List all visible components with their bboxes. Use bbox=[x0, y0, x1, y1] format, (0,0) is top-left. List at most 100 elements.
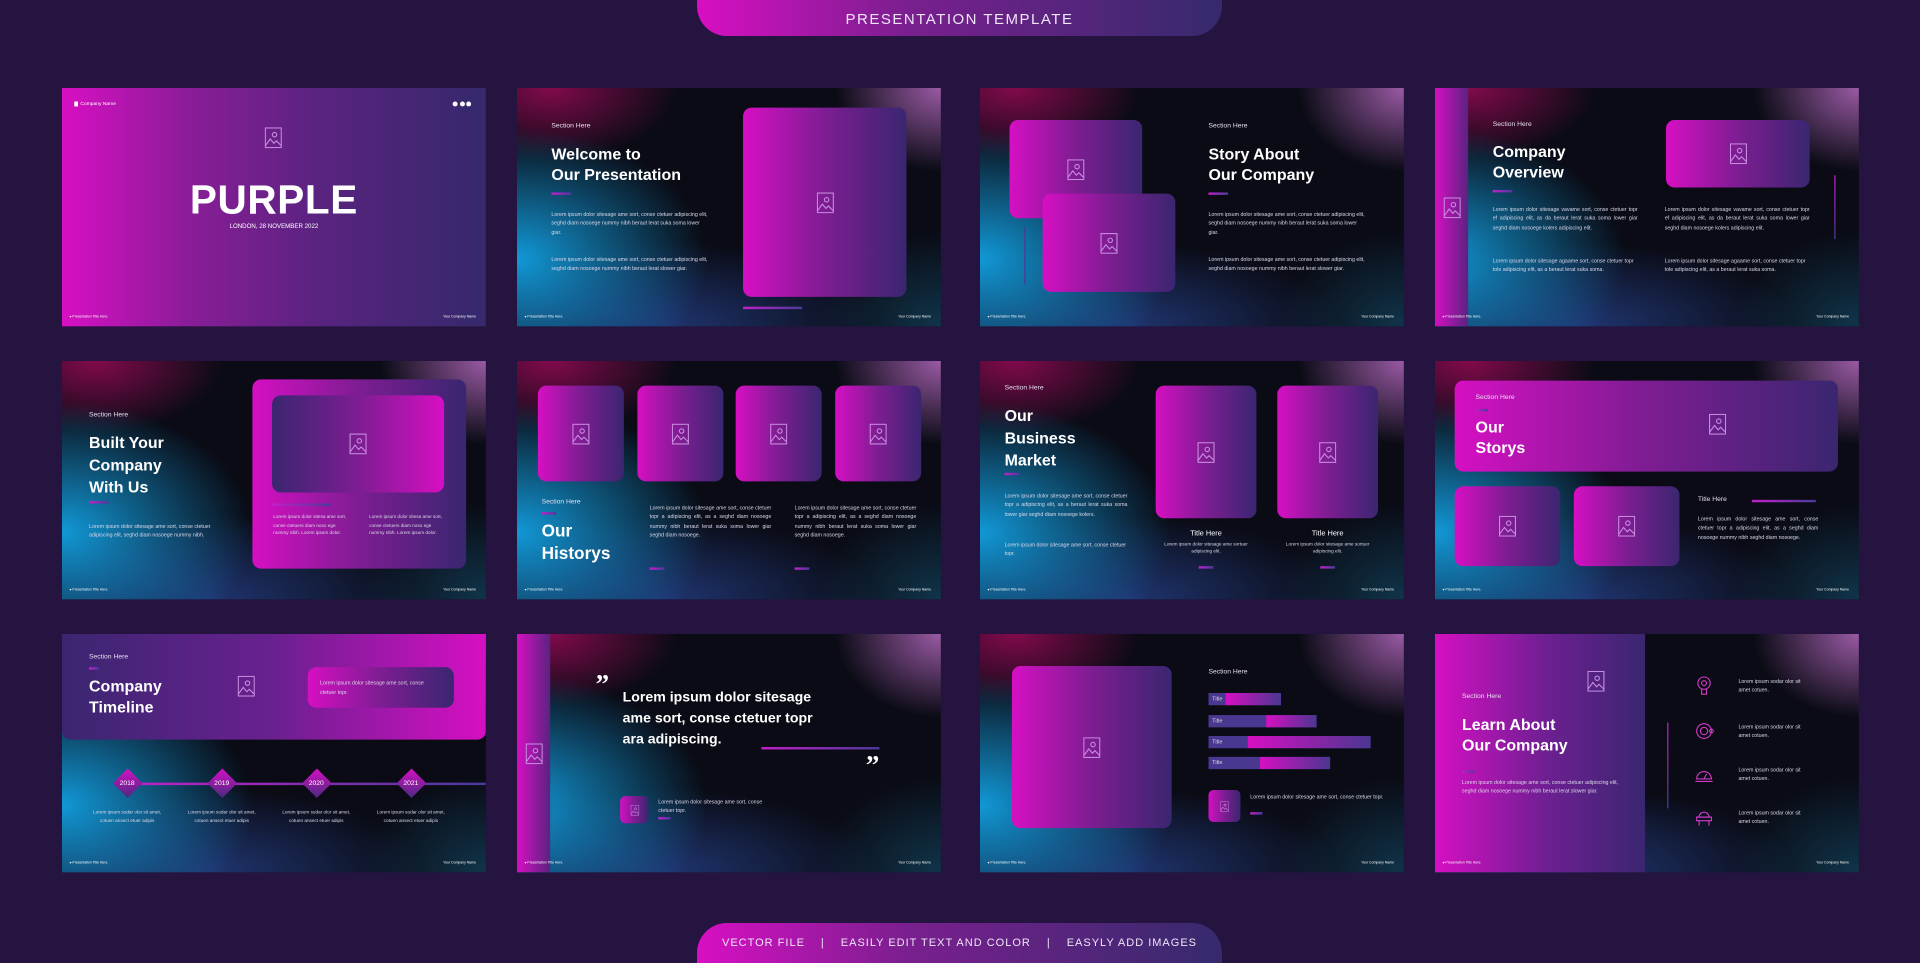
section-label: Section Here bbox=[551, 122, 591, 130]
slide-quote[interactable]: ” Lorem ipsum dolor sitesage ame sort, co… bbox=[517, 634, 941, 873]
slide-welcome[interactable]: Section Here Welcome to Our Presentation … bbox=[517, 88, 941, 327]
progress-fill bbox=[1260, 756, 1331, 770]
slide-timeline[interactable]: Section Here Company Timeline Lorem ipsum… bbox=[62, 634, 486, 873]
image-placeholder-icon bbox=[869, 423, 887, 444]
slide-storys[interactable]: Section Here Our Storys Title Here Lorem … bbox=[1435, 361, 1859, 600]
paragraph: Lorem ipsum dolor sitesage ame sort, con… bbox=[1462, 778, 1619, 795]
year-label: 2021 bbox=[403, 780, 419, 788]
bar-label: Title bbox=[1212, 717, 1223, 724]
divider bbox=[761, 747, 880, 749]
footer-right: Your Company Name bbox=[443, 314, 477, 319]
image-card[interactable] bbox=[620, 796, 649, 824]
content-card: Lorem ipsum dolor sitesa ame sort, conse… bbox=[252, 379, 467, 569]
progress-fill bbox=[1266, 715, 1318, 728]
image-card[interactable] bbox=[1011, 665, 1172, 829]
header-title: PRESENTATION TEMPLATE bbox=[845, 10, 1074, 28]
footer-left: ● Presentation Title Here. bbox=[1442, 314, 1482, 319]
slide-title: Our Storys bbox=[1475, 417, 1526, 457]
image-placeholder-icon bbox=[1083, 736, 1101, 758]
image-card[interactable] bbox=[537, 385, 624, 482]
divider bbox=[1250, 812, 1263, 814]
image-placeholder-icon bbox=[630, 804, 639, 815]
divider bbox=[1834, 175, 1836, 240]
image-placeholder-icon[interactable] bbox=[264, 127, 282, 149]
divider bbox=[272, 503, 332, 506]
progress-bar: Title bbox=[1208, 692, 1282, 706]
paragraph: Lorem ipsum dolor sitesage ame sort, con… bbox=[1004, 492, 1128, 517]
paragraph: Lorem ipsum dolor sitesage ame sort, con… bbox=[1250, 793, 1384, 800]
paragraph: Lorem ipsum dolor sitesage agaame sort, … bbox=[1664, 257, 1806, 273]
slide-story[interactable]: Section Here Story About Our Company Lore… bbox=[980, 88, 1404, 327]
title-underline bbox=[89, 667, 99, 670]
image-card[interactable] bbox=[272, 395, 445, 493]
feature-text: Lorem ipsum sodar olor sit amet cotuen. bbox=[1738, 723, 1801, 739]
feature-text: Lorem ipsum sodar olor sit amet cotuen. bbox=[1738, 678, 1801, 694]
slide-overview[interactable]: Section Here Company Overview Lorem ipsum… bbox=[1435, 88, 1859, 327]
title-underline bbox=[541, 512, 557, 514]
slide-historys[interactable]: Section Here Our Historys Lorem ipsum dol… bbox=[517, 361, 941, 600]
card-title: Title Here bbox=[1190, 530, 1222, 538]
progress-fill bbox=[1247, 735, 1371, 749]
image-card[interactable] bbox=[1042, 193, 1176, 292]
title-underline bbox=[1462, 770, 1475, 773]
image-placeholder-icon[interactable] bbox=[237, 675, 255, 697]
slide-title: Our Business Market bbox=[1004, 406, 1076, 470]
section-label: Section Here bbox=[1208, 122, 1248, 130]
image-card[interactable] bbox=[1277, 385, 1379, 519]
feature-add-images: EASYLY ADD IMAGES bbox=[1066, 937, 1197, 949]
divider bbox=[1320, 566, 1336, 569]
image-card[interactable] bbox=[1155, 385, 1257, 519]
paragraph: Lorem ipsum dolor sitesa ame sort, conse… bbox=[273, 514, 347, 536]
section-label: Section Here bbox=[89, 653, 129, 662]
divider bbox=[658, 817, 671, 819]
footer-left: ● Presentation Title Here. bbox=[987, 314, 1027, 319]
image-card[interactable] bbox=[1665, 119, 1810, 188]
image-card[interactable] bbox=[1573, 486, 1680, 567]
divider bbox=[1024, 226, 1026, 285]
image-card[interactable] bbox=[637, 385, 724, 482]
image-placeholder-icon[interactable] bbox=[1709, 413, 1727, 435]
section-label: Section Here bbox=[1004, 384, 1044, 392]
image-placeholder-icon bbox=[572, 423, 590, 444]
image-placeholder-icon bbox=[1319, 441, 1337, 463]
footer-banner: VECTOR FILE | EASILY EDIT TEXT AND COLOR… bbox=[697, 923, 1222, 963]
divider bbox=[743, 306, 803, 309]
section-label: Section Here bbox=[1492, 121, 1532, 129]
slide-learn-about[interactable]: Section Here Learn About Our Company Lore… bbox=[1435, 634, 1859, 873]
footer-left: ● Presentation Title Here. bbox=[1442, 860, 1482, 865]
image-card[interactable] bbox=[743, 107, 907, 297]
title-underline bbox=[1492, 189, 1513, 192]
image-card[interactable] bbox=[1454, 486, 1561, 567]
company-logo: Company Name bbox=[74, 100, 116, 106]
divider bbox=[1751, 499, 1816, 502]
footer-right: Your Company Name bbox=[1361, 860, 1395, 865]
feature-vector-file: VECTOR FILE bbox=[721, 937, 805, 949]
section-label: Section Here bbox=[89, 411, 129, 419]
slide-title: Story About Our Company bbox=[1208, 144, 1315, 184]
image-placeholder-icon[interactable] bbox=[1443, 196, 1461, 218]
paragraph: Lorem ipsum dolor sitesage ame sort, con… bbox=[1208, 210, 1365, 235]
slide-title: Company Overview bbox=[1492, 142, 1566, 182]
timeline-description: Lorem ipsum sodar olor sit amet, cotuen … bbox=[93, 809, 162, 823]
section-label: Section Here bbox=[541, 498, 581, 506]
paragraph: Lorem ipsum dolor sitesage ame sort, con… bbox=[1208, 256, 1365, 272]
image-placeholder-icon[interactable] bbox=[525, 742, 543, 764]
image-card[interactable] bbox=[1208, 790, 1241, 822]
slide-built[interactable]: Section Here Built Your Company With Us Lo… bbox=[62, 361, 486, 600]
image-card[interactable] bbox=[835, 385, 922, 482]
slide-cover[interactable]: Company Name PURPLE LONDON, 28 NOVEMBER … bbox=[62, 88, 486, 327]
side-strip bbox=[1435, 88, 1469, 327]
image-placeholder-icon bbox=[349, 433, 367, 455]
cover-title: PURPLE bbox=[189, 176, 358, 222]
year-label: 2019 bbox=[214, 780, 230, 788]
image-card[interactable] bbox=[735, 385, 822, 482]
lightbulb-icon bbox=[1697, 676, 1711, 695]
separator: | bbox=[1046, 937, 1051, 949]
slide-progress[interactable]: Section Here Title Title Title Title Lorem … bbox=[980, 634, 1404, 873]
slide-business-market[interactable]: Section Here Our Business Market Lorem ips… bbox=[980, 361, 1404, 600]
more-icon[interactable] bbox=[452, 101, 472, 107]
image-placeholder-icon bbox=[1729, 143, 1747, 165]
title-underline bbox=[551, 192, 572, 195]
image-placeholder-icon[interactable] bbox=[1587, 670, 1605, 692]
divider bbox=[649, 567, 665, 570]
